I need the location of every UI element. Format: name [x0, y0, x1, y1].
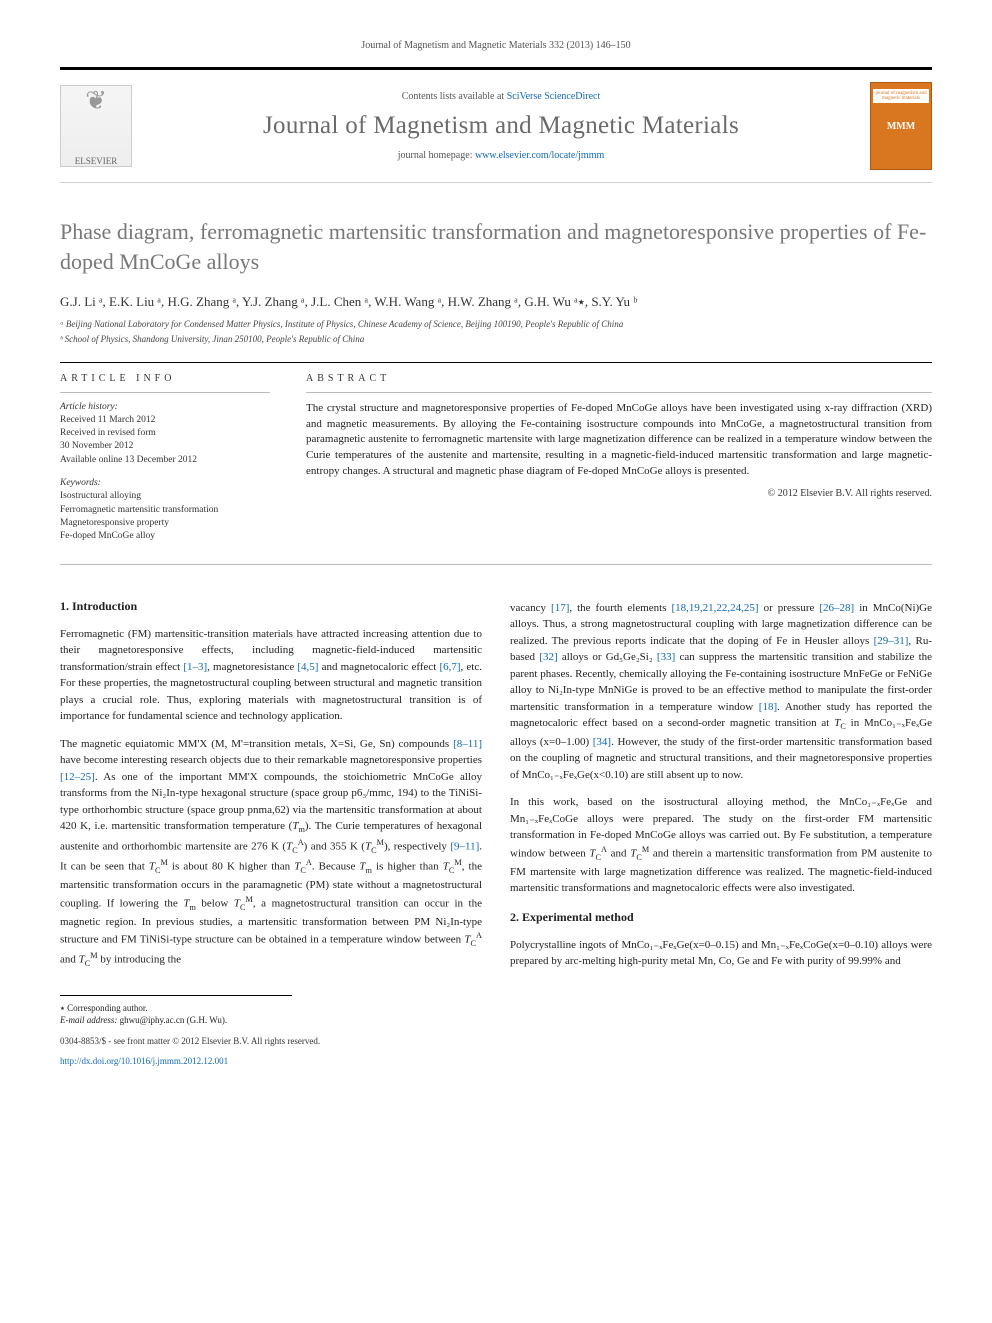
revised-date: 30 November 2012 [60, 440, 270, 453]
corr-label: ٭ Corresponding author. [60, 1002, 292, 1015]
online-date: Available online 13 December 2012 [60, 454, 270, 467]
email-label: E-mail address: [60, 1015, 117, 1025]
history-label: Article history: [60, 402, 118, 412]
corr-email: ghwu@iphy.ac.cn (G.H. Wu). [120, 1015, 227, 1025]
section-2-heading: 2. Experimental method [510, 908, 932, 926]
homepage-prefix: journal homepage: [398, 150, 475, 161]
paragraph-4: In this work, based on the isostructural… [510, 794, 932, 897]
affiliation-b: ᵇ School of Physics, Shandong University… [60, 333, 932, 346]
journal-masthead: ❦ ELSEVIER Contents lists available at S… [60, 67, 932, 183]
info-abstract-row: ARTICLE INFO Article history: Received 1… [60, 373, 932, 544]
divider [60, 362, 932, 363]
paragraph-3: vacancy [17], the fourth elements [18,19… [510, 600, 932, 784]
journal-title: Journal of Magnetism and Magnetic Materi… [150, 112, 852, 140]
left-column: 1. Introduction Ferromagnetic (FM) marte… [60, 589, 482, 1069]
section-1-heading: 1. Introduction [60, 597, 482, 615]
citation-line: Journal of Magnetism and Magnetic Materi… [60, 40, 932, 51]
corresponding-author-box: ٭ Corresponding author. E-mail address: … [60, 995, 292, 1027]
article-history: Article history: Received 11 March 2012 … [60, 401, 270, 544]
author-list: G.J. Li ᵃ, E.K. Liu ᵃ, H.G. Zhang ᵃ, Y.J… [60, 294, 932, 310]
journal-center: Contents lists available at SciVerse Sci… [150, 91, 852, 161]
keyword-2: Ferromagnetic martensitic transformation [60, 504, 270, 517]
keyword-4: Fe-doped MnCoGe alloy [60, 530, 270, 543]
right-column: vacancy [17], the fourth elements [18,19… [510, 589, 932, 1069]
homepage-link[interactable]: www.elsevier.com/locate/jmmm [475, 150, 604, 161]
doi-link[interactable]: http://dx.doi.org/10.1016/j.jmmm.2012.12… [60, 1056, 228, 1066]
body-columns: 1. Introduction Ferromagnetic (FM) marte… [60, 589, 932, 1069]
publisher-name: ELSEVIER [75, 156, 118, 166]
keyword-3: Magnetoresponsive property [60, 517, 270, 530]
sciencedirect-link[interactable]: SciVerse ScienceDirect [507, 91, 601, 102]
received-date: Received 11 March 2012 [60, 414, 270, 427]
paragraph-5: Polycrystalline ingots of MnCo₁₋ₓFeₓGe(x… [510, 937, 932, 970]
keyword-1: Isostructural alloying [60, 490, 270, 503]
abstract-text: The crystal structure and magnetorespons… [306, 401, 932, 481]
abstract-label: ABSTRACT [306, 373, 932, 384]
revised-label: Received in revised form [60, 427, 270, 440]
journal-cover-thumb: journal of magnetism and magnetic materi… [870, 82, 932, 170]
article-title: Phase diagram, ferromagnetic martensitic… [60, 217, 932, 276]
affiliation-a: ᵃ Beijing National Laboratory for Conden… [60, 318, 932, 331]
contents-prefix: Contents lists available at [402, 91, 507, 102]
contents-line: Contents lists available at SciVerse Sci… [150, 91, 852, 102]
article-info-label: ARTICLE INFO [60, 373, 270, 384]
thin-divider-2 [306, 392, 932, 393]
abstract-col: ABSTRACT The crystal structure and magne… [306, 373, 932, 544]
article-info-col: ARTICLE INFO Article history: Received 1… [60, 373, 270, 544]
elsevier-tree-icon: ❦ [85, 86, 107, 156]
issn-line: 0304-8853/$ - see front matter © 2012 El… [60, 1035, 482, 1048]
page-root: Journal of Magnetism and Magnetic Materi… [0, 0, 992, 1108]
elsevier-logo: ❦ ELSEVIER [60, 85, 132, 167]
thin-divider [60, 392, 270, 393]
thin-divider-3 [60, 564, 932, 565]
cover-top-text: journal of magnetism and magnetic materi… [873, 89, 929, 103]
paragraph-1: Ferromagnetic (FM) martensitic-transitio… [60, 626, 482, 725]
cover-side-text: MMM [887, 121, 915, 132]
homepage-line: journal homepage: www.elsevier.com/locat… [150, 150, 852, 161]
paragraph-2: The magnetic equiatomic MM'X (M, M'=tran… [60, 736, 482, 971]
abstract-copyright: © 2012 Elsevier B.V. All rights reserved… [306, 488, 932, 499]
keywords-label: Keywords: [60, 477, 270, 490]
